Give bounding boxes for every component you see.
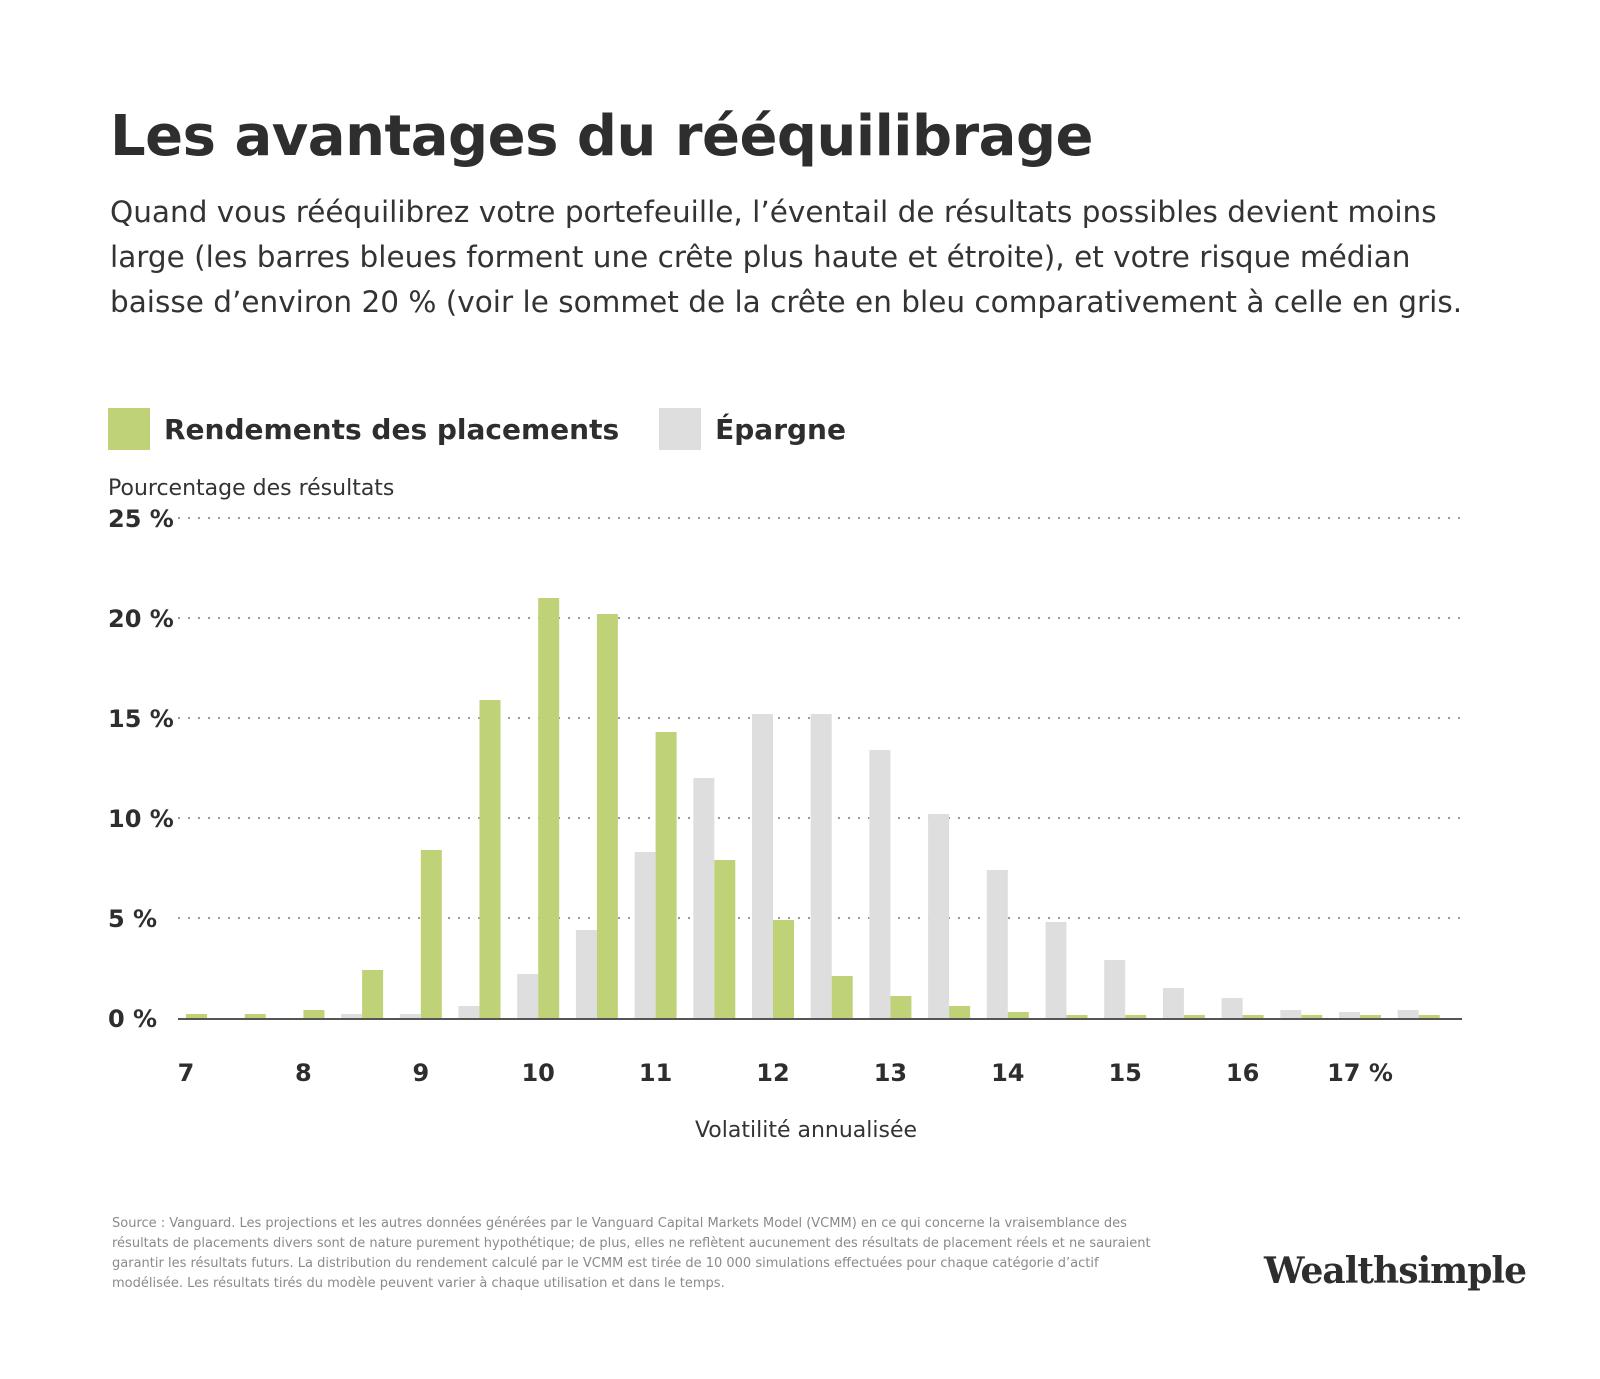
x-tick-label: 17 % — [1327, 1059, 1393, 1087]
bar-rendements — [596, 614, 618, 1018]
legend-swatch-savings — [659, 408, 702, 450]
chart-legend: Rendements des placements Épargne — [108, 408, 886, 450]
legend-item-savings: Épargne — [659, 408, 846, 450]
bar-epargne — [458, 1006, 480, 1018]
y-tick-labels: 0 % 5 % 10 % 15 % 20 % 25 % — [108, 505, 174, 1033]
bar-epargne — [517, 974, 539, 1018]
bar-epargne — [1045, 922, 1067, 1018]
x-tick-label: 13 — [874, 1059, 907, 1087]
bar-epargne — [810, 714, 832, 1018]
legend-label-savings: Épargne — [715, 412, 846, 446]
bar-rendements — [831, 976, 853, 1018]
bar-rendements — [1125, 1015, 1147, 1018]
bar-epargne — [752, 714, 773, 1018]
bar-rendements — [773, 920, 794, 1018]
page-subtitle: Quand vous rééquilibrez votre portefeuil… — [110, 195, 1463, 319]
bar-rendements — [1066, 1015, 1088, 1018]
bar-rendements — [714, 860, 736, 1018]
y-axis-label: Pourcentage des résultats — [108, 476, 394, 501]
source-note: Source : Vanguard. Les projections et le… — [112, 1216, 1151, 1291]
x-tick-label: 7 — [178, 1059, 195, 1087]
bar-rendements — [949, 1006, 971, 1018]
bar-rendements — [655, 732, 677, 1018]
bar-rendements — [1301, 1015, 1323, 1018]
y-tick-label: 15 % — [108, 705, 174, 733]
bar-epargne — [693, 778, 715, 1018]
bar-rendements — [244, 1014, 266, 1018]
wealthsimple-logo: Wealthsimple — [1264, 1250, 1527, 1292]
bar-epargne — [1339, 1012, 1360, 1018]
bar-rendements — [1360, 1015, 1381, 1018]
x-tick-labels: 7 8 9 10 11 12 13 14 15 16 17 % — [178, 1059, 1393, 1087]
bar-epargne — [1397, 1010, 1419, 1018]
bar-epargne — [928, 814, 950, 1018]
x-tick-label: 10 — [521, 1059, 554, 1087]
bar-rendements — [538, 598, 560, 1018]
bar-epargne — [869, 750, 891, 1018]
y-tick-label: 5 % — [108, 905, 157, 933]
bar-rendements — [1418, 1015, 1440, 1018]
bar-epargne — [1104, 960, 1126, 1018]
bar-chart: Pourcentage des résultats Volatilité ann… — [108, 476, 1462, 1143]
x-tick-label: 12 — [756, 1059, 789, 1087]
bar-rendements — [420, 850, 442, 1018]
legend-label-investments: Rendements des placements — [164, 412, 620, 446]
y-tick-label: 10 % — [108, 805, 174, 833]
x-tick-label: 14 — [991, 1059, 1024, 1087]
x-tick-label: 15 — [1108, 1059, 1141, 1087]
page-title: Les avantages du rééquilibrage — [110, 104, 1094, 169]
bar-rendements — [479, 700, 501, 1018]
bar-rendements — [1242, 1015, 1264, 1018]
bar-rendements — [1007, 1012, 1029, 1018]
legend-item-investments: Rendements des placements — [108, 408, 619, 450]
bar-epargne — [634, 852, 656, 1018]
bar-epargne — [399, 1014, 421, 1018]
legend-swatch-investments — [108, 408, 150, 450]
bar-epargne — [986, 870, 1008, 1018]
x-tick-label: 11 — [639, 1059, 672, 1087]
x-tick-label: 8 — [295, 1059, 312, 1087]
bar-rendements — [186, 1014, 207, 1018]
bars — [186, 598, 1440, 1018]
bar-epargne — [1280, 1010, 1302, 1018]
bar-rendements — [303, 1010, 325, 1018]
y-tick-label: 25 % — [108, 505, 174, 533]
x-tick-label: 9 — [412, 1059, 429, 1087]
bar-epargne — [341, 1014, 363, 1018]
gridlines — [178, 517, 1462, 919]
bar-rendements — [362, 970, 384, 1018]
x-axis-label: Volatilité annualisée — [695, 1118, 917, 1143]
bar-epargne — [1221, 998, 1243, 1018]
y-tick-label: 20 % — [108, 605, 174, 633]
bar-rendements — [1183, 1015, 1205, 1018]
x-tick-label: 16 — [1226, 1059, 1259, 1087]
y-tick-label: 0 % — [108, 1005, 157, 1033]
bar-epargne — [575, 930, 597, 1018]
bar-rendements — [890, 996, 912, 1018]
bar-epargne — [1162, 988, 1184, 1018]
